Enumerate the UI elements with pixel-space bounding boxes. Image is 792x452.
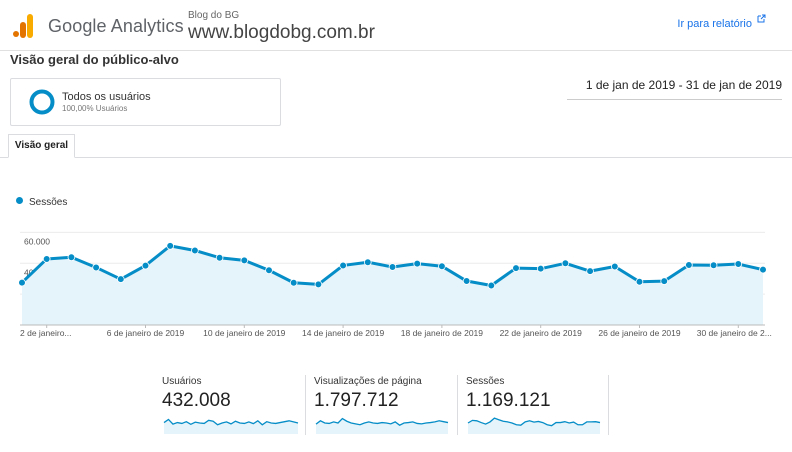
sparkline-line xyxy=(467,417,601,427)
tab-overview[interactable]: Visão geral xyxy=(8,134,75,158)
data-point xyxy=(289,278,298,287)
data-point xyxy=(92,263,100,272)
external-link-icon[interactable] xyxy=(757,14,766,23)
stat-label: Usuários xyxy=(162,376,202,387)
stat-divider xyxy=(305,375,306,435)
data-point xyxy=(610,262,619,271)
data-point xyxy=(438,262,446,271)
sparkline xyxy=(163,418,299,434)
segment-card[interactable]: Todos os usuários 100,00% Usuários xyxy=(10,78,281,126)
sparkline xyxy=(315,417,449,434)
stat-value: 1.169.121 xyxy=(466,390,551,411)
stat-label: Sessões xyxy=(466,376,505,387)
legend-dot-icon xyxy=(16,197,23,204)
x-tick-label: 14 de janeiro de 2019 xyxy=(302,328,385,338)
sparkline-line xyxy=(163,418,299,426)
data-point xyxy=(166,242,175,250)
stat-value: 1.797.712 xyxy=(314,390,399,411)
data-point xyxy=(339,261,347,270)
tab-bar xyxy=(0,157,792,158)
stat-sessions[interactable]: Sessões 1.169.121 xyxy=(466,374,602,438)
x-tick-label: 6 de janeiro de 2019 xyxy=(107,328,185,338)
data-point xyxy=(536,264,545,273)
data-point xyxy=(117,275,125,283)
date-range-selector[interactable]: 1 de jan de 2019 - 31 de jan de 2019 xyxy=(567,78,782,100)
google-analytics-logo-icon xyxy=(13,14,33,38)
sparkline xyxy=(467,417,601,434)
area-fill xyxy=(22,245,763,325)
stat-pageviews[interactable]: Visualizações de página 1.797.712 xyxy=(314,374,450,438)
data-point xyxy=(42,255,51,263)
data-point xyxy=(265,266,273,275)
y-tick-label: 60.000 xyxy=(24,236,50,246)
sparkline-line xyxy=(315,417,449,426)
data-point xyxy=(759,265,767,274)
x-tick-label: 26 de janeiro de 2019 xyxy=(598,328,681,338)
app-header: Google Analytics Blog do BG www.blogdobg… xyxy=(0,0,792,51)
data-point xyxy=(462,277,471,285)
segment-percent: 100,00% Usuários xyxy=(62,104,128,113)
stat-label: Visualizações de página xyxy=(314,376,422,387)
legend-label: Sessões xyxy=(29,197,68,208)
site-name: Blog do BG xyxy=(188,10,240,21)
sparkline-area xyxy=(316,418,448,434)
chart-legend[interactable]: Sessões xyxy=(16,197,67,208)
segment-ring-icon xyxy=(29,89,55,115)
stat-users[interactable]: Usuários 432.008 xyxy=(162,374,300,438)
stat-divider xyxy=(608,375,609,435)
data-point xyxy=(709,261,718,270)
page-title: Visão geral do público-alvo xyxy=(10,52,179,67)
data-point xyxy=(586,267,594,275)
data-point xyxy=(561,259,570,268)
site-url: www.blogdobg.com.br xyxy=(188,22,375,43)
segment-name: Todos os usuários xyxy=(62,91,151,103)
x-tick-label: 30 de janeiro de 2... xyxy=(697,328,772,338)
data-point xyxy=(512,264,520,272)
sparkline-area xyxy=(468,418,600,434)
x-tick-label: 18 de janeiro de 2019 xyxy=(401,328,484,338)
stat-value: 432.008 xyxy=(162,390,231,411)
product-name: Google Analytics xyxy=(48,16,184,36)
data-point xyxy=(141,261,150,270)
data-point xyxy=(388,263,397,271)
report-link[interactable]: Ir para relatório xyxy=(677,18,752,30)
x-tick-label: 2 de janeiro... xyxy=(20,328,72,338)
x-tick-label: 22 de janeiro de 2019 xyxy=(500,328,583,338)
data-point xyxy=(314,280,323,289)
data-point xyxy=(215,253,224,262)
sparkline-area xyxy=(164,419,298,434)
data-point xyxy=(635,277,644,286)
data-point xyxy=(660,277,668,285)
data-point xyxy=(18,278,26,287)
x-tick-label: 10 de janeiro de 2019 xyxy=(203,328,286,338)
data-point xyxy=(734,260,743,268)
stat-divider xyxy=(457,375,458,435)
data-point xyxy=(240,256,249,265)
data-point xyxy=(413,259,422,268)
data-point xyxy=(191,246,199,255)
data-point xyxy=(685,261,693,269)
data-point xyxy=(487,281,496,290)
data-point xyxy=(67,253,76,262)
data-point xyxy=(363,258,372,267)
